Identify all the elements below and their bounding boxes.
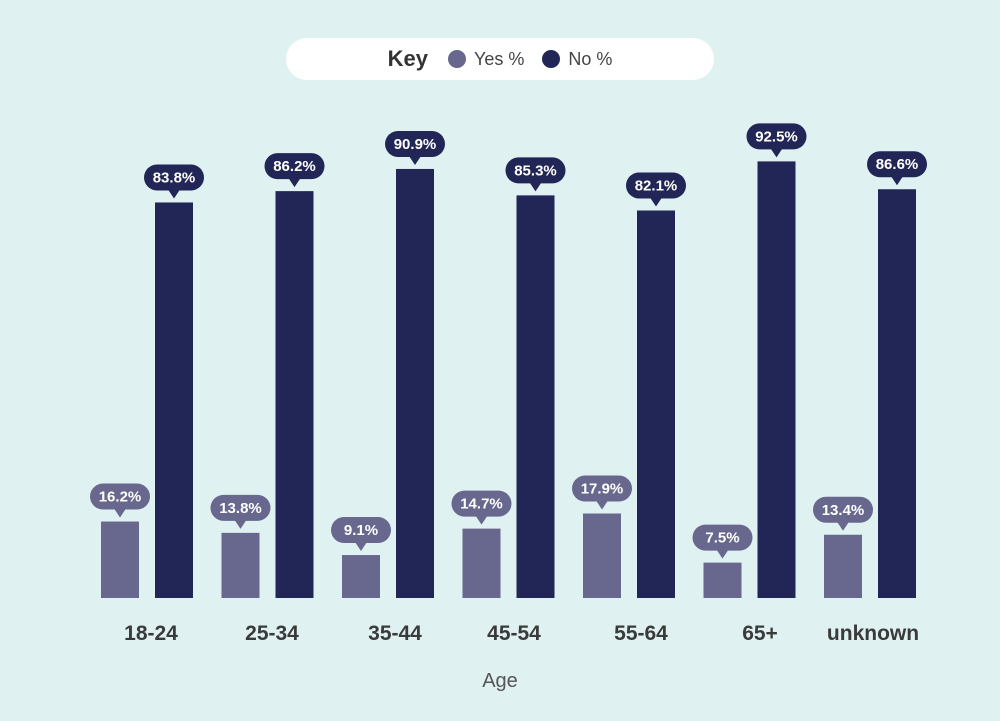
data-label-no-35-44: 90.9% — [385, 130, 445, 165]
data-label-yes-65+: 7.5% — [692, 524, 753, 559]
svg-text:85.3%: 85.3% — [514, 162, 557, 179]
data-label-no-25-34: 86.2% — [264, 153, 325, 188]
bar-no-18-24 — [155, 202, 193, 599]
svg-text:16.2%: 16.2% — [99, 489, 142, 506]
bar-no-unknown — [878, 189, 916, 599]
data-label-no-65+: 92.5% — [746, 123, 807, 158]
bar-yes-55-64 — [583, 513, 621, 598]
legend-item-no: No % — [542, 49, 612, 70]
data-label-no-unknown: 86.6% — [867, 151, 927, 186]
bar-yes-25-34 — [221, 532, 260, 598]
data-label-no-45-54: 85.3% — [505, 157, 566, 192]
x-tick-label-55-64: 55-64 — [614, 622, 668, 645]
bar-no-35-44 — [396, 168, 434, 598]
svg-text:92.5%: 92.5% — [755, 128, 798, 145]
x-tick-label-45-54: 45-54 — [487, 622, 541, 645]
svg-text:86.6%: 86.6% — [876, 156, 919, 173]
bar-no-65+ — [757, 161, 796, 598]
legend-item-yes: Yes % — [447, 48, 525, 70]
bar-yes-unknown — [824, 534, 862, 598]
x-tick-label-35-44: 35-44 — [368, 622, 422, 645]
legend-title: Key — [387, 46, 428, 71]
data-label-yes-25-34: 13.8% — [210, 494, 271, 529]
svg-text:13.4%: 13.4% — [822, 502, 865, 519]
x-tick-label-unknown: unknown — [827, 622, 919, 645]
bar-yes-45-54 — [462, 528, 501, 598]
svg-text:90.9%: 90.9% — [394, 136, 437, 153]
data-label-no-18-24: 83.8% — [144, 164, 204, 199]
data-label-yes-unknown: 13.4% — [813, 496, 873, 531]
data-label-yes-55-64: 17.9% — [572, 475, 632, 510]
bar-no-25-34 — [275, 191, 314, 599]
x-tick-label-65+: 65+ — [742, 622, 778, 645]
legend: Key Yes % No % — [286, 38, 714, 80]
svg-text:14.7%: 14.7% — [460, 496, 503, 513]
svg-text:86.2%: 86.2% — [273, 158, 316, 175]
x-axis-title: Age — [482, 670, 518, 692]
data-label-yes-35-44: 9.1% — [331, 517, 391, 552]
bar-yes-35-44 — [342, 555, 380, 598]
svg-text:7.5%: 7.5% — [705, 530, 739, 547]
bar-no-45-54 — [516, 195, 555, 598]
legend-label-no: No % — [568, 48, 613, 69]
svg-text:82.1%: 82.1% — [635, 177, 678, 194]
data-label-no-55-64: 82.1% — [626, 172, 686, 207]
svg-text:17.9%: 17.9% — [581, 481, 624, 498]
svg-text:83.8%: 83.8% — [153, 169, 196, 186]
data-label-yes-45-54: 14.7% — [451, 490, 512, 525]
bar-yes-18-24 — [101, 521, 139, 598]
x-tick-label-18-24: 18-24 — [124, 622, 178, 645]
legend-swatch-yes — [447, 50, 466, 68]
svg-text:9.1%: 9.1% — [344, 522, 378, 539]
svg-text:13.8%: 13.8% — [219, 500, 262, 517]
data-label-yes-18-24: 16.2% — [90, 483, 150, 518]
legend-swatch-no — [542, 50, 561, 68]
bar-no-55-64 — [637, 210, 675, 598]
bar-yes-65+ — [703, 562, 742, 598]
legend-label-yes: Yes % — [473, 48, 525, 69]
x-tick-label-25-34: 25-34 — [245, 622, 299, 645]
